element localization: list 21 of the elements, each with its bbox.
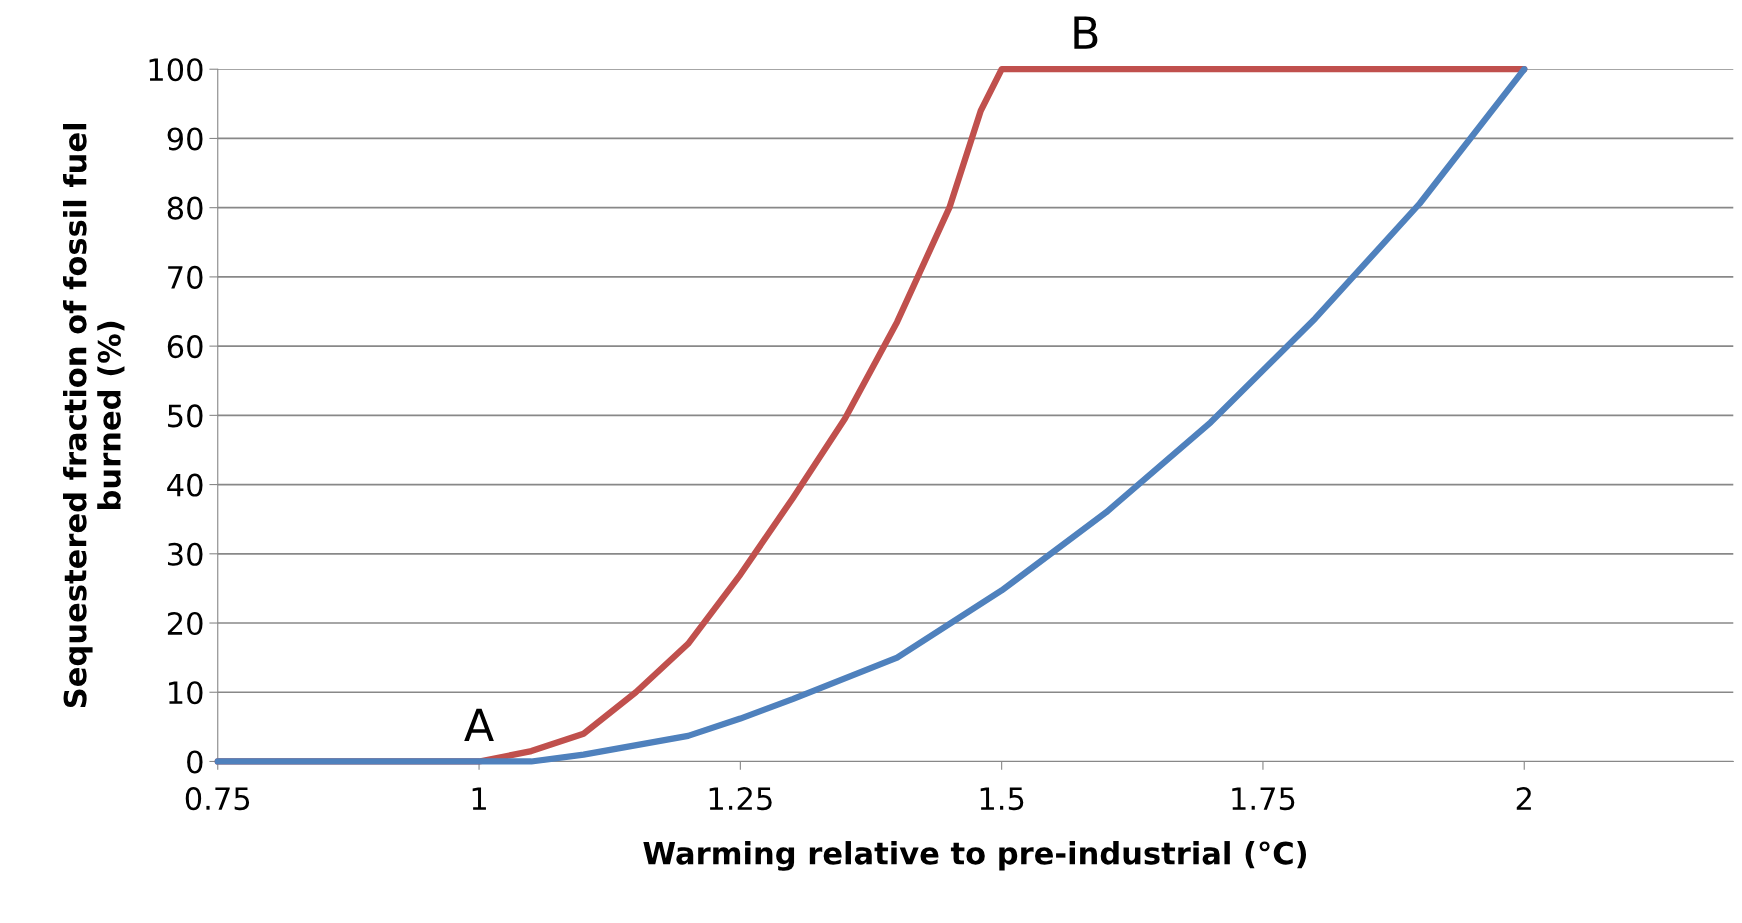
y-tick-label: 20 — [167, 611, 203, 636]
y-tick-label: 80 — [167, 196, 203, 220]
y-tick-label: 100 — [149, 58, 203, 82]
x-tick-label: 1.5 — [980, 787, 1024, 811]
x-tick-label: 1 — [472, 787, 486, 810]
y-tick-label: 10 — [169, 681, 203, 705]
y-tick-label: 0 — [187, 750, 203, 774]
x-tick-label: 1.75 — [1232, 787, 1295, 811]
y-tick-label: 70 — [168, 265, 203, 289]
y-tick-label: 30 — [168, 542, 203, 566]
x-axis-title: Warming relative to pre-industrial (°C) — [643, 841, 1307, 871]
x-tick-label: 1.25 — [709, 787, 772, 811]
y-axis-title: Sequestered fraction of fossil fuel burned (%) — [63, 123, 125, 708]
y-tick-label: 40 — [167, 473, 203, 497]
x-tick-label: 0.75 — [185, 787, 250, 811]
y-tick-label: 90 — [167, 127, 203, 151]
y-tick-label: 60 — [167, 335, 203, 359]
x-tick-label: 2 — [1516, 787, 1531, 810]
y-tick-label: 50 — [168, 404, 203, 428]
annotation: B — [1074, 16, 1098, 49]
annotation: A — [464, 708, 494, 742]
